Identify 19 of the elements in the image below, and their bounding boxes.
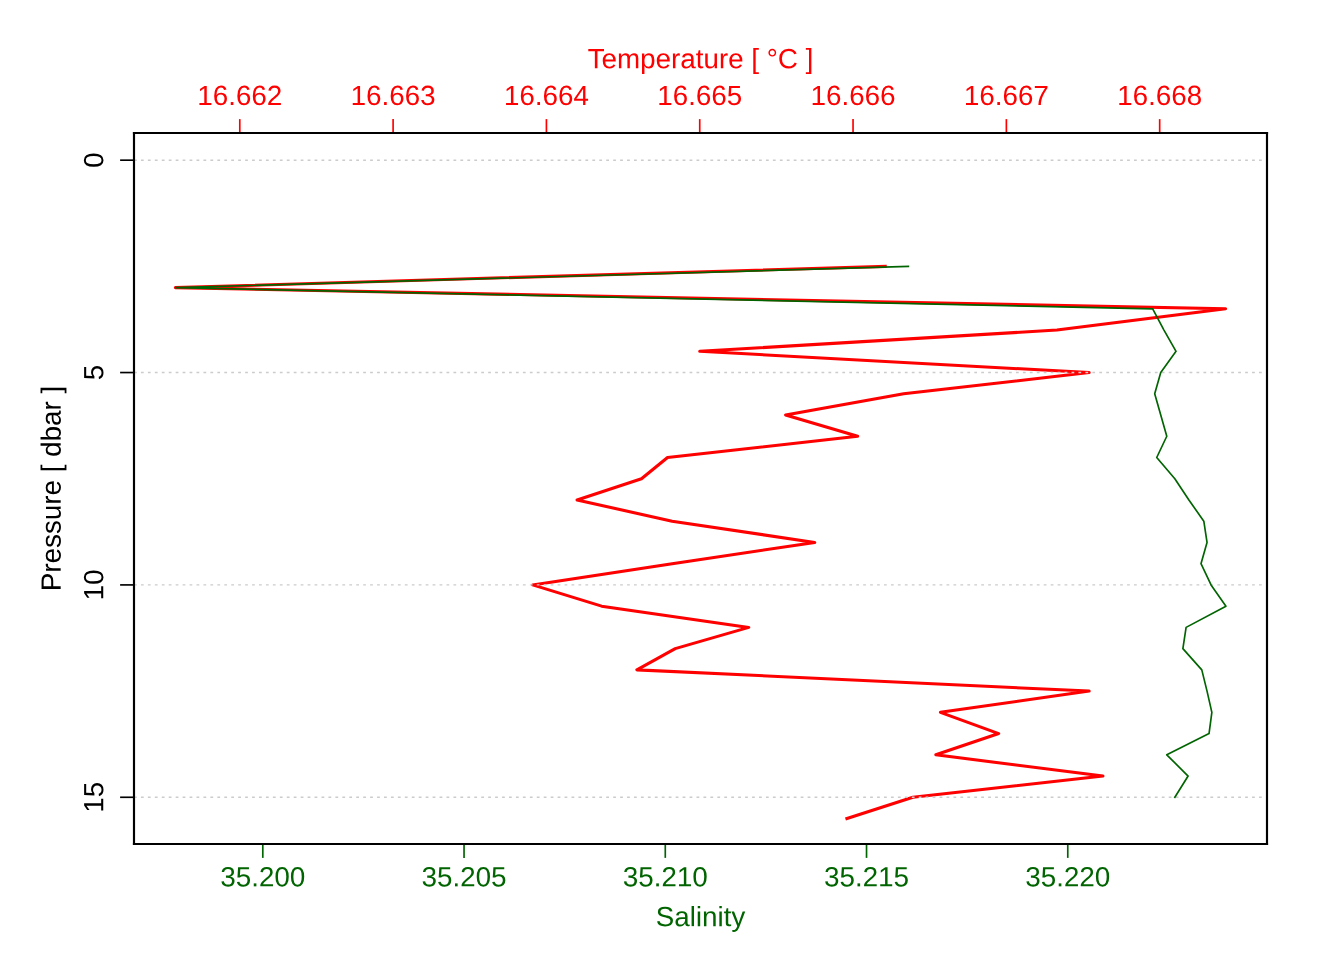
y-tick-label: 0 [83,153,104,167]
x-tick-label: 35.220 [1026,866,1110,887]
x2-tick-label: 16.668 [1119,85,1201,106]
x-tick-label: 35.200 [221,866,305,887]
x-tick-label: 35.215 [825,866,908,887]
x2-axis-title: Temperature [ °C ] [588,48,812,74]
y-tick-label: 5 [84,365,104,380]
x2-tick-label: 16.666 [812,85,895,106]
y-axis-title: Pressure [ dbar ] [40,387,67,589]
y-tick-label: 10 [83,570,104,599]
x-tick-label: 35.205 [422,866,506,887]
x2-tick-label: 16.667 [966,85,1048,106]
x2-tick-label: 16.664 [506,85,589,106]
x2-tick-label: 16.663 [352,85,435,106]
x-tick-label: 35.210 [623,866,707,887]
x-axis-title: Salinity [656,906,746,932]
y-tick-label: 15 [84,782,104,811]
x2-tick-label: 16.662 [199,85,281,106]
x2-tick-label: 16.665 [659,85,742,106]
